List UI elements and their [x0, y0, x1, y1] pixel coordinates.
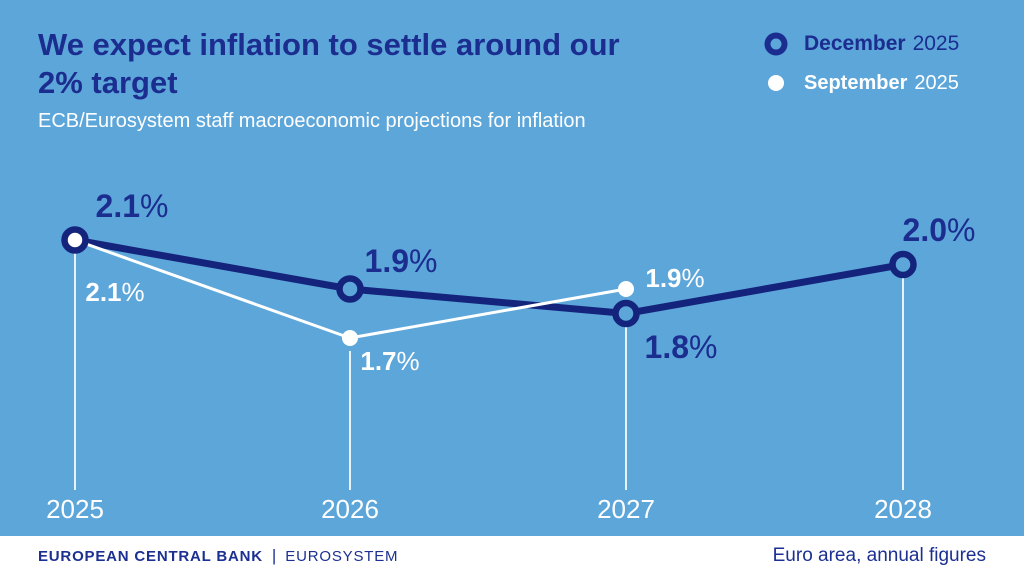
legend-item-september: September 2025	[760, 69, 959, 97]
december-value-label: 1.9%	[364, 243, 438, 279]
september-marker	[342, 330, 358, 346]
december-marker	[336, 275, 364, 303]
wordmark-separator: |	[271, 546, 277, 565]
chart-title-line1: We expect inflation to settle around our	[38, 27, 620, 62]
december-marker	[61, 226, 89, 254]
december-value-label: 1.8%	[644, 328, 718, 365]
legend-label: September 2025	[804, 71, 959, 94]
footer-note: Euro area, annual figures	[772, 545, 986, 566]
september-value-label: 2.1%	[85, 277, 145, 307]
legend-item-december: December 2025	[760, 30, 959, 58]
december-marker	[889, 250, 917, 279]
chart-title-line2: 2% target	[38, 65, 178, 100]
december-line	[74, 236, 904, 318]
legend-label: December 2025	[804, 32, 960, 55]
footer-bar: EUROPEAN CENTRAL BANK | EUROSYSTEM Euro …	[0, 536, 1024, 576]
x-axis-label: 2025	[46, 494, 104, 524]
december-value-label: 2.1%	[95, 188, 169, 224]
ecb-wordmark: EUROPEAN CENTRAL BANK | EUROSYSTEM	[38, 546, 399, 565]
dot-icon	[760, 69, 792, 97]
chart-subtitle: ECB/Eurosystem staff macroeconomic proje…	[38, 110, 586, 132]
x-axis-label: 2028	[874, 494, 932, 524]
ring-icon	[760, 30, 792, 58]
legend: December 2025 September 2025	[760, 30, 959, 97]
december-marker	[612, 299, 640, 328]
december-value-label: 2.0%	[902, 211, 976, 248]
chart-title: We expect inflation to settle around our…	[38, 26, 718, 102]
x-axis-label: 2026	[321, 494, 379, 524]
september-marker	[618, 281, 634, 297]
september-value-label: 1.9%	[645, 263, 705, 293]
september-value-label: 1.7%	[360, 346, 420, 376]
x-axis-label: 2027	[597, 494, 655, 524]
